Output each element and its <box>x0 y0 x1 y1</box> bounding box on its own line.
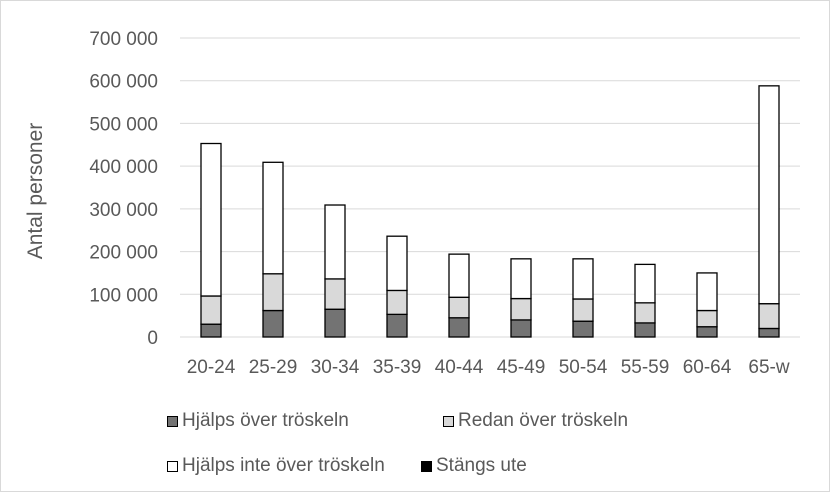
x-tick-label: 25-29 <box>249 357 298 378</box>
y-tick-label: 600 000 <box>89 72 158 93</box>
y-tick-label: 400 000 <box>89 157 158 178</box>
legend-item-hjalps-over: Hjälps över tröskeln <box>167 410 349 432</box>
bar-segment <box>696 309 718 328</box>
legend-item-stangs-ute: Stängs ute <box>421 455 527 477</box>
bar-segment <box>696 272 718 312</box>
y-tick-label: 0 <box>147 328 158 349</box>
bar-segment <box>510 297 532 321</box>
bar-segment <box>324 308 346 338</box>
bar-segment <box>386 313 408 338</box>
legend-label: Hjälps över tröskeln <box>182 410 349 431</box>
bar-segment <box>448 296 470 319</box>
x-tick-label: 45-49 <box>497 357 546 378</box>
bar-segment <box>448 253 470 298</box>
legend-label: Redan över tröskeln <box>458 410 629 431</box>
bar-segment <box>572 320 594 338</box>
bar-segment <box>262 309 284 338</box>
y-axis-label: Antal personer <box>24 123 47 260</box>
legend-label: Hjälps inte över tröskeln <box>182 455 385 476</box>
legend-label: Stängs ute <box>436 455 527 476</box>
bar-segment <box>758 327 780 338</box>
bar-segment <box>758 303 780 330</box>
bar-segment <box>262 273 284 312</box>
legend-item-redan-over: Redan över tröskeln <box>443 410 628 432</box>
x-tick-label: 30-34 <box>311 357 360 378</box>
y-tick-label: 300 000 <box>89 200 158 221</box>
legend-swatch <box>421 460 432 472</box>
x-tick-label: 50-54 <box>559 357 608 378</box>
bar-segment <box>386 235 408 292</box>
legend-item-hjalps-inte-over: Hjälps inte över tröskeln <box>167 455 385 477</box>
y-tick-label: 700 000 <box>89 29 158 50</box>
x-tick-label: 65-w <box>748 357 789 378</box>
y-tick-label: 500 000 <box>89 114 158 135</box>
bar-segment <box>386 289 408 316</box>
bar-segment <box>200 323 222 338</box>
y-tick-label: 100 000 <box>89 285 158 306</box>
bar-segment <box>758 85 780 305</box>
bar-segment <box>572 258 594 300</box>
bar-segment <box>572 298 594 322</box>
bar-segment <box>324 278 346 310</box>
legend-swatch <box>167 460 178 472</box>
legend-swatch <box>167 415 178 427</box>
bar-segment <box>634 302 656 324</box>
legend-swatch <box>443 415 454 427</box>
y-tick-label: 200 000 <box>89 243 158 264</box>
bar-segment <box>510 258 532 300</box>
bar-segment <box>324 204 346 280</box>
bar-segment <box>448 317 470 338</box>
bar-segment <box>510 319 532 338</box>
x-tick-label: 35-39 <box>373 357 422 378</box>
bar-segment <box>200 142 222 297</box>
x-tick-label: 20-24 <box>187 357 236 378</box>
bar-segment <box>200 295 222 325</box>
x-tick-label: 60-64 <box>683 357 732 378</box>
bar-segment <box>634 322 656 338</box>
x-tick-label: 40-44 <box>435 357 484 378</box>
x-tick-label: 55-59 <box>621 357 670 378</box>
bar-segment <box>262 161 284 275</box>
bar-segment <box>634 263 656 304</box>
bar-segment <box>696 326 718 338</box>
